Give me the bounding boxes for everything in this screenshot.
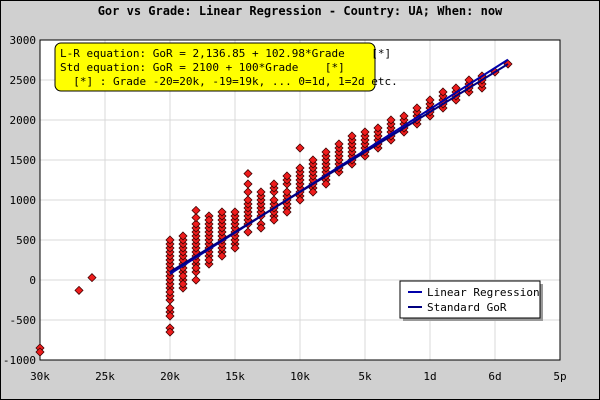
data-point — [425, 95, 435, 105]
data-point — [204, 215, 214, 225]
data-point — [243, 169, 253, 179]
data-point — [217, 251, 227, 261]
y-tick-label: 2500 — [10, 74, 37, 87]
data-point — [87, 273, 97, 283]
x-tick-label: 25k — [95, 370, 115, 383]
data-point — [321, 147, 331, 157]
data-point — [165, 327, 175, 337]
data-point — [321, 179, 331, 189]
data-point — [165, 287, 175, 297]
data-point — [35, 347, 45, 357]
equation-text: [*] : Grade -20=20k, -19=19k, ... 0=1d, … — [60, 75, 398, 88]
y-tick-label: 0 — [29, 274, 36, 287]
y-tick-label: 1500 — [10, 154, 37, 167]
data-point — [308, 155, 318, 165]
data-point — [295, 143, 305, 153]
equation-text: L-R equation: GoR = 2,136.85 + 102.98*Gr… — [60, 47, 391, 60]
data-point — [256, 187, 266, 197]
data-point — [230, 243, 240, 253]
x-tick-label: 1d — [423, 370, 436, 383]
data-point — [191, 213, 201, 223]
legend-label: Linear Regression — [427, 286, 540, 299]
x-tick-label: 20k — [160, 370, 180, 383]
data-point — [74, 285, 84, 295]
x-tick-label: 6d — [488, 370, 501, 383]
equation-box — [54, 42, 376, 92]
data-point — [347, 131, 357, 141]
data-point — [165, 311, 175, 321]
data-point — [308, 187, 318, 197]
x-tick-label: 5p — [553, 370, 566, 383]
data-point — [269, 215, 279, 225]
data-point — [334, 139, 344, 149]
data-point — [412, 103, 422, 113]
data-point — [217, 207, 227, 217]
standard-gor-line — [169, 63, 509, 273]
data-point — [191, 275, 201, 285]
y-tick-label: -500 — [10, 314, 37, 327]
data-point — [282, 187, 292, 197]
data-point — [191, 263, 201, 273]
data-point — [295, 163, 305, 173]
data-point — [230, 207, 240, 217]
data-point — [243, 195, 253, 205]
x-tick-label: 5k — [358, 370, 372, 383]
data-point — [243, 179, 253, 189]
data-point — [373, 123, 383, 133]
chart-title: Gor vs Grade: Linear Regression - Countr… — [97, 4, 503, 18]
x-tick-label: 10k — [290, 370, 310, 383]
data-point — [204, 255, 214, 265]
data-point — [295, 195, 305, 205]
y-tick-label: 2000 — [10, 114, 37, 127]
y-tick-label: -1000 — [3, 354, 36, 367]
data-point — [165, 235, 175, 245]
data-point — [243, 227, 253, 237]
x-tick-label: 15k — [225, 370, 245, 383]
data-point — [386, 115, 396, 125]
data-point — [282, 207, 292, 217]
y-tick-label: 3000 — [10, 34, 37, 47]
data-point — [178, 271, 188, 281]
data-point — [243, 187, 253, 197]
data-point — [178, 279, 188, 289]
data-point — [269, 195, 279, 205]
data-point — [178, 231, 188, 241]
y-tick-label: 1000 — [10, 194, 37, 207]
data-point — [256, 223, 266, 233]
legend-label: Standard GoR — [427, 301, 507, 314]
plot-border — [39, 39, 561, 361]
x-tick-label: 30k — [30, 370, 50, 383]
y-tick-label: 500 — [16, 234, 36, 247]
data-point — [191, 205, 201, 215]
data-point — [282, 171, 292, 181]
data-point — [438, 87, 448, 97]
data-point — [269, 179, 279, 189]
data-point — [360, 127, 370, 137]
data-point — [399, 111, 409, 121]
data-point — [191, 219, 201, 229]
legend-box — [399, 280, 541, 319]
equation-text: Std equation: GoR = 2100 + 100*Grade [*] — [60, 61, 345, 74]
